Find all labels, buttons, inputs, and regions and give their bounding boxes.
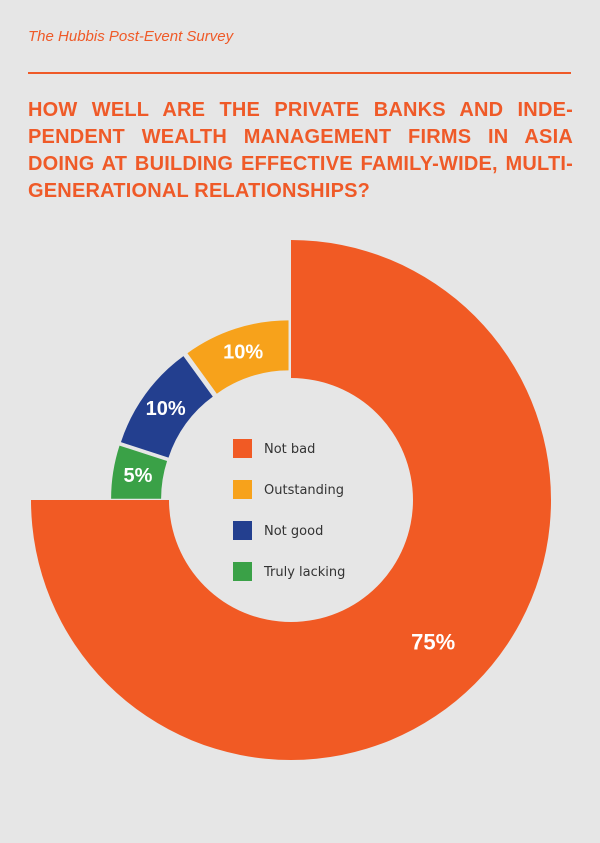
survey-source-header: The Hubbis Post-Event Survey: [28, 28, 234, 45]
legend-swatch-not-good: [233, 521, 252, 540]
chart-legend: Not bad Outstanding Not good Truly lacking: [233, 439, 345, 581]
legend-swatch-not-bad: [233, 439, 252, 458]
slice-label-truly-lacking: 5%: [123, 465, 152, 487]
slice-truly-lacking: [111, 445, 168, 499]
donut-slice-labels: 75% 5% 10% 10%: [123, 342, 455, 655]
slice-label-not-good: 10%: [146, 398, 186, 420]
legend-swatch-truly-lacking: [233, 562, 252, 581]
slice-not-good: [120, 356, 213, 458]
legend-swatch-outstanding: [233, 480, 252, 499]
slice-not-bad: [31, 240, 551, 760]
header-divider: [28, 72, 571, 74]
legend-label-not-good: Not good: [264, 524, 323, 539]
chart-title: HOW WELL ARE THE PRIVATE BANKS AND INDE-…: [28, 99, 573, 202]
slice-label-outstanding: 10%: [223, 342, 263, 364]
legend-label-outstanding: Outstanding: [264, 483, 344, 498]
slice-outstanding: [187, 320, 289, 394]
slice-label-not-bad: 75%: [411, 630, 455, 655]
legend-label-not-bad: Not bad: [264, 442, 315, 457]
donut-slices: [31, 240, 551, 760]
legend-label-truly-lacking: Truly lacking: [263, 565, 345, 580]
